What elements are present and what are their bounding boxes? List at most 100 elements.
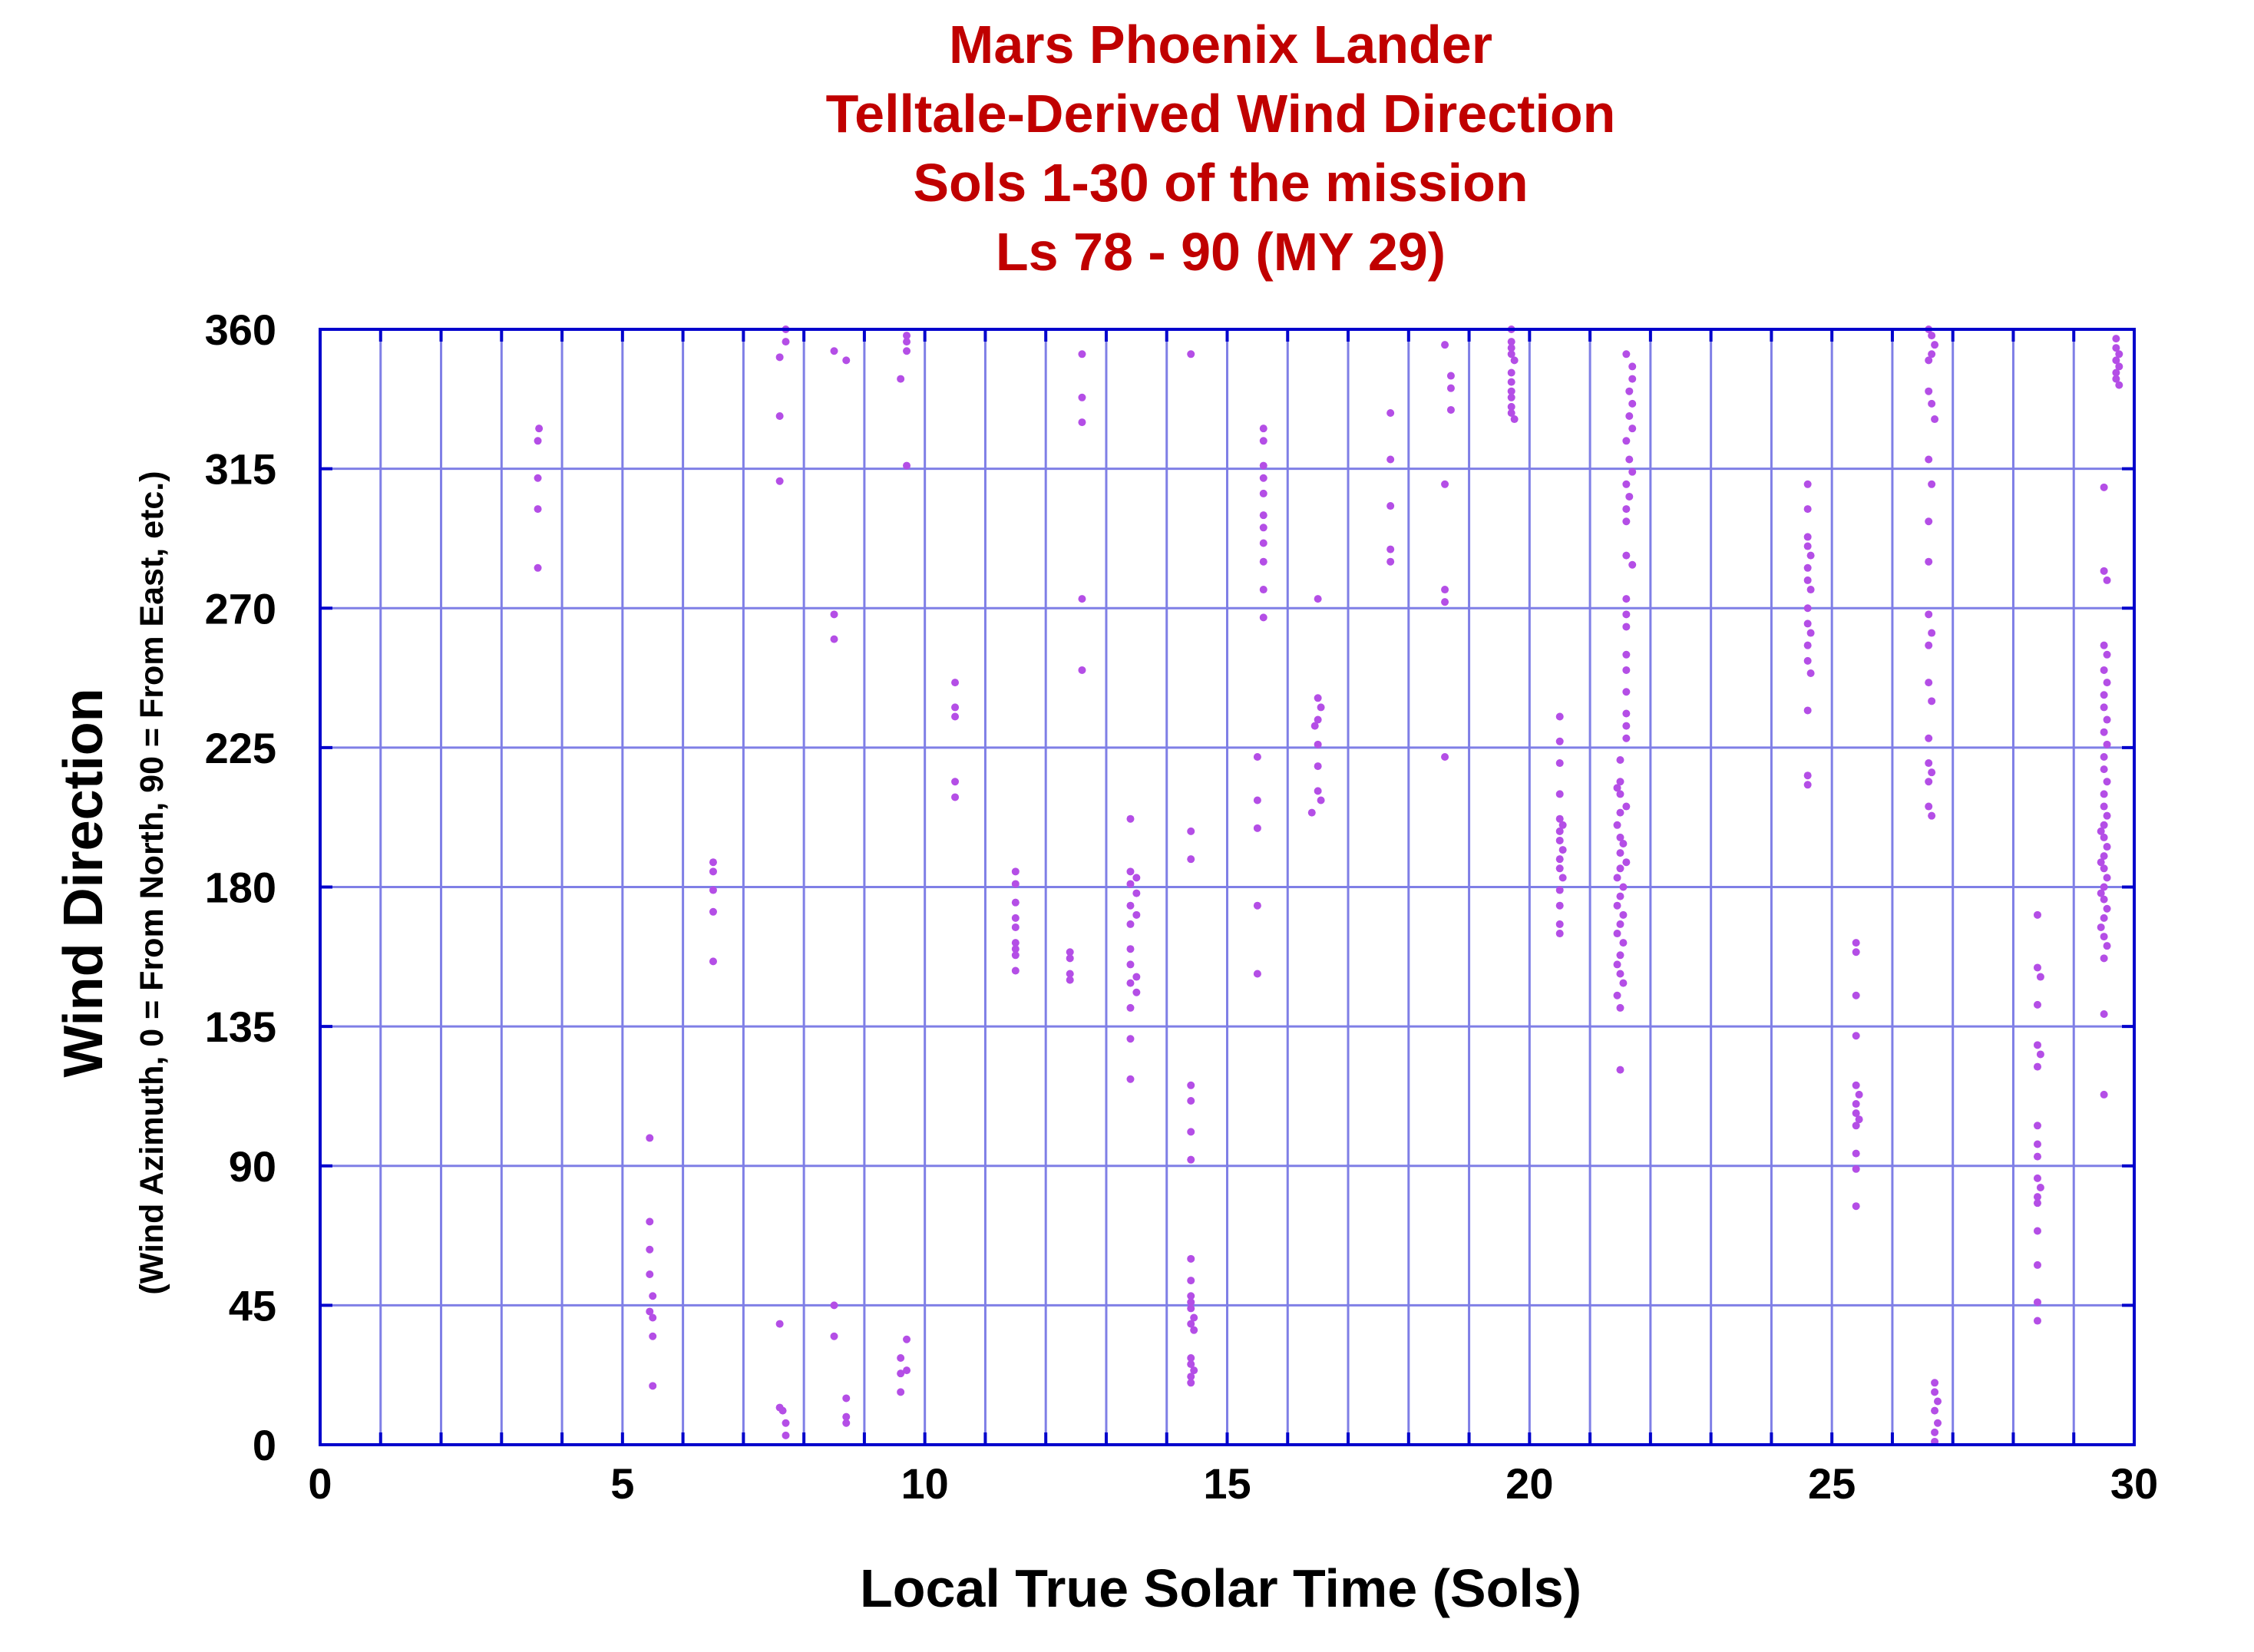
data-point <box>1507 344 1515 352</box>
data-point <box>951 703 960 712</box>
data-point <box>1622 437 1631 445</box>
data-point <box>2100 914 2108 922</box>
data-point <box>1925 759 1933 768</box>
data-point <box>1259 437 1267 445</box>
data-point <box>2100 821 2108 829</box>
data-point <box>1126 979 1135 987</box>
data-point <box>1622 802 1631 811</box>
x-tick-label: 15 <box>1203 1459 1251 1508</box>
data-point <box>1628 560 1637 569</box>
data-point <box>1126 814 1135 823</box>
data-point <box>1253 970 1261 978</box>
data-point <box>1934 1397 1942 1406</box>
data-point <box>897 1370 905 1378</box>
data-point <box>1253 824 1261 832</box>
data-point <box>1622 858 1631 867</box>
data-point <box>1078 666 1086 674</box>
data-point <box>2100 833 2108 841</box>
data-point <box>2112 344 2120 352</box>
data-point <box>1803 542 1812 550</box>
tick-marks <box>319 328 2136 1446</box>
data-point <box>1616 790 1624 798</box>
data-point <box>2033 1298 2041 1307</box>
data-point <box>1253 796 1261 805</box>
data-point <box>951 679 960 687</box>
data-point <box>2033 1152 2041 1161</box>
data-point <box>2112 335 2120 343</box>
data-point <box>842 356 851 365</box>
data-point <box>1317 796 1325 805</box>
data-point <box>1187 1373 1195 1381</box>
data-point <box>1852 1165 1860 1173</box>
chart-title: Mars Phoenix Lander Telltale-Derived Win… <box>826 15 1616 282</box>
data-point <box>1446 405 1455 414</box>
data-point <box>1259 474 1267 482</box>
data-point <box>1187 1353 1195 1362</box>
data-point <box>1011 880 1020 888</box>
data-point <box>646 1134 654 1142</box>
data-point <box>775 353 784 362</box>
data-point <box>1622 350 1631 358</box>
data-point <box>1931 1428 1939 1436</box>
data-point <box>1555 759 1564 768</box>
data-point <box>1132 973 1141 981</box>
data-point <box>2115 381 2123 389</box>
y-tick-labels: 0 45 90 135 180 225 270 315 360 <box>205 306 276 1469</box>
data-point <box>1441 752 1449 761</box>
data-point <box>2033 1000 2041 1009</box>
data-point <box>1126 1003 1135 1012</box>
data-point <box>1852 1202 1860 1211</box>
data-point <box>1555 901 1564 910</box>
data-point <box>1259 461 1267 470</box>
data-point <box>1126 1035 1135 1043</box>
data-point <box>709 886 717 894</box>
data-point <box>1555 712 1564 721</box>
data-point <box>2097 923 2105 931</box>
data-point <box>1011 966 1020 975</box>
data-point <box>1441 598 1449 606</box>
data-point <box>1616 808 1624 817</box>
data-point <box>1928 332 1936 340</box>
data-point <box>1613 874 1621 882</box>
data-point <box>1190 1326 1198 1334</box>
chart-title-line-1: Mars Phoenix Lander <box>949 15 1492 74</box>
data-point <box>1622 722 1631 730</box>
data-point <box>2100 728 2108 736</box>
data-point <box>1619 939 1628 947</box>
data-point <box>1622 595 1631 603</box>
data-point <box>1011 898 1020 907</box>
data-point <box>842 1394 851 1403</box>
data-point <box>1613 901 1621 910</box>
x-tick-label: 25 <box>1808 1459 1856 1508</box>
data-point <box>1011 951 1020 960</box>
data-point <box>1803 641 1812 649</box>
data-point <box>1616 920 1624 928</box>
data-point <box>2103 679 2111 687</box>
data-point <box>1628 468 1637 476</box>
data-point <box>1931 1379 1939 1387</box>
data-point <box>2100 954 2108 963</box>
data-point <box>2036 973 2044 981</box>
data-point <box>2097 889 2105 897</box>
data-point <box>2100 666 2108 674</box>
data-point <box>1510 356 1519 365</box>
data-point <box>1806 586 1815 594</box>
data-point <box>2103 904 2111 913</box>
chart-title-line-2: Telltale-Derived Wind Direction <box>826 84 1616 144</box>
x-tick-label: 0 <box>308 1459 332 1508</box>
data-point <box>1622 666 1631 674</box>
data-point <box>775 477 784 485</box>
data-point <box>1558 874 1567 882</box>
data-point <box>1078 595 1086 603</box>
data-point <box>649 1292 657 1300</box>
data-point <box>1622 688 1631 696</box>
data-point <box>1931 1388 1939 1396</box>
data-point <box>2100 864 2108 873</box>
data-point <box>1928 811 1936 820</box>
data-point <box>1613 991 1621 999</box>
data-point <box>1507 368 1515 377</box>
data-point <box>1622 623 1631 631</box>
data-point <box>1259 425 1267 433</box>
data-point <box>1066 948 1074 957</box>
data-point <box>2100 483 2108 491</box>
